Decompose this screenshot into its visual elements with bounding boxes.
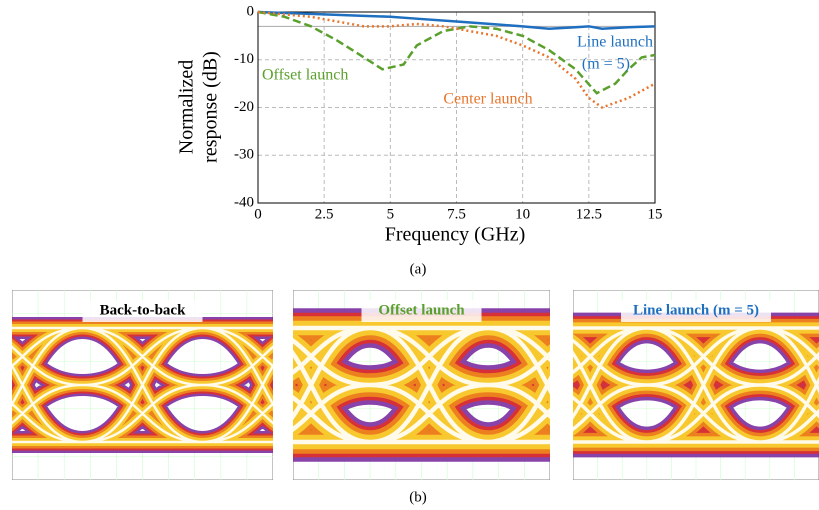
eye-diagram: Back-to-back	[12, 290, 273, 480]
x-tick-label: 7.5	[447, 206, 466, 222]
x-tick-label: 15	[648, 206, 663, 222]
eye-label-bg	[82, 300, 203, 322]
series-line	[257, 10, 656, 30]
eye-label: Offset launch	[378, 302, 465, 318]
x-tick-label: 0	[254, 206, 262, 222]
eye-label: Back-to-back	[100, 302, 186, 318]
series-label: Offset launch	[262, 67, 348, 84]
caption: (b)	[409, 489, 427, 505]
series-line	[257, 10, 656, 95]
y-tick-label: -10	[234, 51, 254, 67]
y-tick-label: -30	[234, 147, 254, 163]
series-line	[257, 10, 656, 109]
eye-label-bg	[621, 300, 771, 322]
eye-trace	[573, 326, 819, 444]
eye-trace	[12, 326, 273, 444]
eye-label: Line launch (m = 5)	[633, 302, 759, 318]
eye-trace	[293, 325, 550, 445]
plot-frame	[257, 11, 656, 204]
x-tick-label: 12.5	[576, 206, 602, 222]
y-axis-label: Normalized	[176, 60, 198, 154]
eye-diagram: Offset launch	[293, 290, 550, 480]
y-tick-label: -40	[234, 194, 254, 210]
y-tick-label: 0	[247, 3, 255, 19]
annotation: (m = 5)	[582, 56, 630, 73]
x-tick-label: 2.5	[315, 206, 334, 222]
caption: (a)	[410, 261, 427, 277]
x-tick-label: 10	[515, 206, 530, 222]
series-label: Center launch	[443, 91, 532, 108]
x-axis-label: Frequency (GHz)	[385, 224, 526, 246]
y-axis-label: response (dB)	[200, 51, 222, 163]
series-label: Line launch	[577, 34, 653, 51]
y-tick-label: -20	[234, 99, 254, 115]
eye-diagram: Line launch (m = 5)	[573, 290, 819, 480]
x-tick-label: 5	[387, 206, 395, 222]
eye-label-bg	[361, 300, 482, 322]
